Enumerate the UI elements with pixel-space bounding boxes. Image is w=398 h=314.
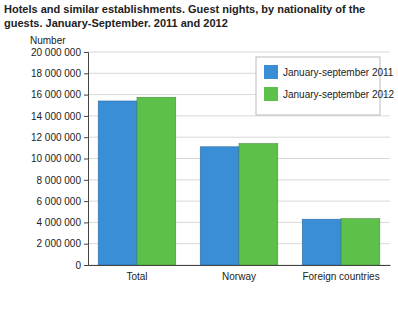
y-tick-mark [84, 116, 88, 117]
chart: Hotels and similar establishments. Guest… [0, 0, 398, 314]
y-tick-mark [84, 180, 88, 181]
y-tick: 20 000 000 [31, 47, 88, 58]
x-tick: Total [126, 265, 147, 282]
y-tick-mark [84, 95, 88, 96]
y-tick-label: 12 000 000 [31, 132, 81, 143]
y-label: Number [30, 35, 66, 46]
x-tick-label: Norway [222, 271, 256, 282]
y-tick: 6 000 000 [37, 196, 89, 207]
y-tick-label: 18 000 000 [31, 68, 81, 79]
y-tick-mark [84, 73, 88, 74]
legend-box [256, 57, 380, 115]
bar [302, 219, 341, 265]
x-tick-label: Foreign countries [302, 271, 379, 282]
legend-label: January-september 2011 [283, 67, 394, 78]
y-tick: 12 000 000 [31, 132, 88, 143]
x-tick-label: Total [126, 271, 147, 282]
y-tick-label: 10 000 000 [31, 153, 81, 164]
y-tick-mark [84, 52, 88, 53]
legend-item: January-september 2012 [264, 87, 395, 101]
y-tick: 14 000 000 [31, 111, 88, 122]
y-tick-mark [84, 137, 88, 138]
bars [98, 97, 380, 265]
y-tick: 10 000 000 [31, 153, 88, 164]
bar [341, 219, 380, 265]
legend-swatch [264, 87, 278, 101]
y-tick: 2 000 000 [37, 238, 89, 249]
plot: 0 2 000 000 4 000 000 6 000 000 8 000 000 10 … [31, 47, 395, 282]
y-tick-mark [84, 244, 88, 245]
y-tick-label: 0 [75, 260, 81, 271]
bar [137, 97, 176, 265]
y-tick: 8 000 000 [37, 175, 89, 186]
y-axis: 0 2 000 000 4 000 000 6 000 000 8 000 000 10 … [31, 47, 89, 271]
y-tick-label: 4 000 000 [37, 217, 82, 228]
legend-label: January-september 2012 [283, 89, 395, 100]
y-tick: 4 000 000 [37, 217, 89, 228]
y-tick: 0 [75, 260, 88, 271]
x-axis-line [89, 265, 391, 266]
y-tick-label: 14 000 000 [31, 111, 81, 122]
legend: January-september 2011 January-september … [256, 57, 395, 115]
title: Hotels and similar establishments. Guest… [4, 3, 365, 29]
bar [98, 101, 137, 265]
y-tick: 16 000 000 [31, 89, 88, 100]
grid-line [88, 52, 390, 53]
y-tick-mark [84, 159, 88, 160]
bar [200, 147, 239, 265]
y-tick-label: 2 000 000 [37, 238, 82, 249]
legend-item: January-september 2011 [264, 65, 394, 79]
bar [239, 144, 278, 265]
y-tick-mark [84, 265, 88, 266]
y-tick-label: 6 000 000 [37, 196, 82, 207]
x-axis: Total Norway Foreign countries [89, 265, 391, 282]
y-tick-mark [84, 201, 88, 202]
y-tick-label: 8 000 000 [37, 175, 82, 186]
x-tick: Foreign countries [302, 265, 379, 282]
y-tick-label: 16 000 000 [31, 89, 81, 100]
y-axis-line [84, 53, 89, 266]
legend-swatch [264, 65, 278, 79]
y-tick-mark [84, 222, 88, 223]
y-tick-label: 20 000 000 [31, 47, 81, 58]
y-tick: 18 000 000 [31, 68, 88, 79]
x-tick: Norway [222, 265, 256, 282]
